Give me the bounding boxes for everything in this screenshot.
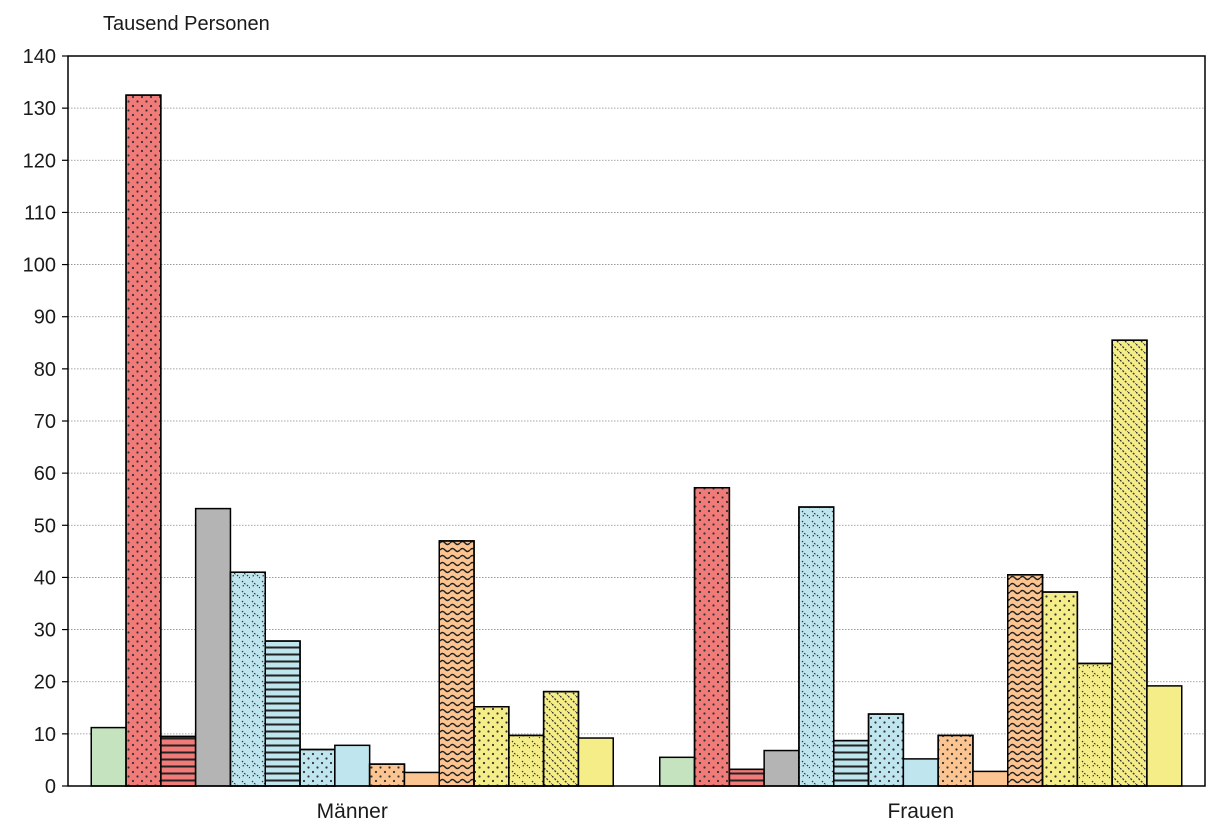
bar bbox=[368, 763, 406, 787]
y-tick-label: 40 bbox=[34, 567, 56, 589]
bar-fill bbox=[577, 737, 615, 787]
bar-fill bbox=[1146, 685, 1183, 787]
bar bbox=[1007, 574, 1044, 787]
y-tick-label: 140 bbox=[23, 46, 56, 68]
bar bbox=[728, 768, 765, 787]
bar-pattern bbox=[438, 540, 475, 787]
bar bbox=[264, 640, 301, 787]
bar-fill bbox=[763, 749, 800, 787]
x-category-label: Frauen bbox=[887, 800, 954, 823]
bar bbox=[833, 739, 870, 787]
bar bbox=[659, 756, 696, 787]
bar bbox=[125, 94, 162, 787]
bar-pattern bbox=[299, 748, 336, 787]
bar bbox=[299, 748, 336, 787]
bar-fill bbox=[403, 771, 441, 787]
y-tick-label: 60 bbox=[34, 463, 56, 485]
bar-pattern bbox=[867, 713, 905, 787]
bar-pattern bbox=[1007, 574, 1044, 787]
bar-pattern bbox=[160, 735, 197, 787]
bar-pattern bbox=[833, 739, 870, 787]
bar bbox=[1041, 591, 1079, 787]
bar bbox=[577, 737, 615, 787]
bar-pattern bbox=[728, 768, 765, 787]
bar bbox=[937, 734, 974, 787]
bar-fill bbox=[194, 507, 232, 787]
y-tick-label: 90 bbox=[34, 307, 56, 329]
bar bbox=[1146, 685, 1183, 787]
y-tick-label: 130 bbox=[23, 98, 56, 120]
y-tick-label: 110 bbox=[24, 202, 56, 224]
bar-pattern bbox=[473, 705, 510, 787]
y-tick-label: 100 bbox=[23, 255, 56, 277]
bar-pattern bbox=[229, 571, 266, 787]
bar-fill bbox=[90, 726, 127, 787]
y-tick-label: 20 bbox=[34, 672, 56, 694]
bar bbox=[403, 771, 441, 787]
bar bbox=[508, 734, 545, 787]
bar bbox=[798, 506, 835, 787]
bar bbox=[160, 735, 197, 787]
bar bbox=[438, 540, 475, 787]
bar bbox=[763, 749, 800, 787]
bar-pattern bbox=[1111, 339, 1148, 787]
bar bbox=[473, 705, 510, 787]
bar-pattern bbox=[1041, 591, 1079, 787]
y-tick-label: 0 bbox=[45, 776, 56, 798]
x-category-label: Männer bbox=[317, 800, 388, 823]
bar bbox=[972, 770, 1009, 787]
bar bbox=[867, 713, 905, 787]
bar-pattern bbox=[937, 734, 974, 787]
y-tick-label: 120 bbox=[23, 150, 56, 172]
bar-pattern bbox=[508, 734, 545, 787]
bar-pattern bbox=[798, 506, 835, 787]
bar-fill bbox=[334, 744, 371, 787]
bar-pattern bbox=[125, 94, 162, 787]
bar-fill bbox=[902, 758, 939, 787]
y-tick-label: 80 bbox=[34, 359, 56, 381]
bar bbox=[693, 486, 731, 787]
bar-pattern bbox=[264, 640, 301, 787]
y-axis-ticks: 0 10 20 30 40 50 60 70 80 90 100 110 120 130 140 bbox=[23, 46, 68, 798]
bar bbox=[194, 507, 232, 787]
bar bbox=[90, 726, 127, 787]
bar-pattern bbox=[542, 690, 580, 787]
bar bbox=[1111, 339, 1148, 787]
bar bbox=[542, 690, 580, 787]
bar bbox=[334, 744, 371, 787]
bar-pattern bbox=[368, 763, 406, 787]
y-axis-unit-label: Tausend Personen bbox=[103, 13, 270, 35]
y-tick-label: 70 bbox=[34, 411, 56, 433]
bar bbox=[229, 571, 266, 787]
bar-fill bbox=[659, 756, 696, 787]
bar-fill bbox=[972, 770, 1009, 787]
y-tick-label: 50 bbox=[34, 515, 56, 537]
y-tick-label: 30 bbox=[34, 620, 56, 642]
x-axis-categories: Männer Frauen bbox=[317, 800, 954, 823]
bar-pattern bbox=[693, 486, 731, 787]
y-tick-label: 10 bbox=[34, 724, 56, 746]
bars bbox=[90, 94, 1183, 787]
bar bbox=[1076, 662, 1113, 787]
plot-area-frame bbox=[67, 55, 1206, 787]
bar bbox=[902, 758, 939, 787]
bar-pattern bbox=[1076, 662, 1113, 787]
